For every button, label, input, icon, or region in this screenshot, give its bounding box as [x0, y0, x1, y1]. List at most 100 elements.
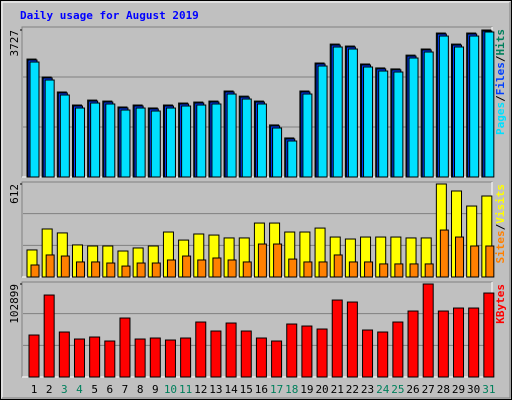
- bar: [331, 299, 343, 378]
- x-tick-label: 24: [376, 383, 390, 396]
- bar: [362, 329, 374, 378]
- bar: [424, 263, 434, 278]
- bar: [377, 331, 389, 378]
- bar: [241, 98, 252, 178]
- x-tick-label: 27: [422, 383, 435, 396]
- bar: [150, 110, 161, 178]
- bar: [121, 265, 131, 278]
- y-tick-label: 102899: [8, 284, 21, 324]
- bar: [180, 337, 192, 378]
- bar: [210, 330, 222, 378]
- x-tick-label: 26: [406, 383, 419, 396]
- bar: [196, 104, 207, 178]
- bar: [272, 127, 283, 178]
- bar: [227, 259, 237, 278]
- bar: [58, 331, 70, 378]
- x-tick-label: 7: [122, 383, 129, 396]
- x-tick-label: 31: [482, 383, 495, 396]
- x-tick-label: 9: [152, 383, 159, 396]
- bar: [120, 109, 131, 178]
- x-tick-label: 10: [164, 383, 177, 396]
- bar: [333, 254, 343, 278]
- bar: [393, 71, 404, 178]
- bar: [286, 323, 298, 378]
- bar: [302, 93, 313, 178]
- bar: [106, 262, 116, 278]
- bar: [422, 283, 434, 378]
- bar: [29, 61, 40, 178]
- bar: [166, 259, 176, 278]
- bar: [378, 70, 389, 178]
- bar: [347, 48, 358, 178]
- y-tick-label: 612: [8, 184, 21, 204]
- x-tick-label: 5: [91, 383, 98, 396]
- legend-entry: Files: [494, 62, 507, 95]
- bar: [317, 65, 328, 178]
- x-tick-label: 4: [76, 383, 83, 396]
- bar: [437, 310, 449, 378]
- bar: [256, 103, 267, 178]
- bar: [364, 261, 374, 278]
- x-tick-label: 20: [315, 383, 328, 396]
- bar: [255, 337, 267, 378]
- x-tick-label: 17: [270, 383, 283, 396]
- bar: [271, 340, 283, 378]
- bar: [119, 317, 131, 378]
- legend-separator: /: [494, 223, 507, 230]
- x-tick-label: 1: [31, 383, 38, 396]
- bar: [453, 307, 465, 378]
- bar: [90, 102, 101, 178]
- bar: [468, 307, 480, 378]
- x-tick-label: 21: [331, 383, 344, 396]
- x-tick-label: 22: [346, 383, 359, 396]
- y-tick-label: 3727: [8, 30, 21, 57]
- bar: [44, 79, 55, 178]
- bar: [164, 339, 176, 378]
- chart-title: Daily usage for August 2019: [20, 9, 199, 22]
- bar: [135, 107, 146, 178]
- bar: [73, 338, 85, 378]
- bar: [165, 107, 176, 178]
- legend-entry: Pages: [494, 102, 507, 135]
- bar: [455, 236, 465, 278]
- bar: [28, 334, 40, 378]
- legend-entry: KBytes: [494, 284, 507, 324]
- bar: [104, 340, 116, 378]
- x-tick-label: 25: [391, 383, 404, 396]
- x-tick-label: 6: [106, 383, 113, 396]
- bar: [181, 105, 192, 178]
- x-tick-label: 18: [285, 383, 298, 396]
- bar: [407, 310, 419, 378]
- bar: [483, 292, 495, 378]
- bar: [74, 107, 85, 178]
- x-tick-label: 3: [61, 383, 68, 396]
- bar: [257, 243, 267, 278]
- bar: [469, 35, 480, 178]
- bar: [43, 294, 55, 378]
- bar: [346, 301, 358, 378]
- bar: [485, 245, 495, 278]
- x-tick-label: 28: [437, 383, 450, 396]
- bar: [89, 336, 101, 378]
- bar: [409, 263, 419, 278]
- legend-separator: /: [494, 95, 507, 102]
- bar: [288, 258, 298, 278]
- legend-entry: Visits: [494, 184, 507, 224]
- bar: [195, 321, 207, 378]
- bar: [348, 261, 358, 278]
- x-tick-label: 13: [209, 383, 222, 396]
- bar: [423, 51, 434, 178]
- bar: [303, 261, 313, 278]
- bar: [134, 338, 146, 378]
- x-tick-label: 14: [224, 383, 238, 396]
- x-tick-label: 29: [452, 383, 465, 396]
- bar: [226, 93, 237, 178]
- bar: [225, 322, 237, 378]
- bar: [394, 263, 404, 278]
- bar: [438, 35, 449, 178]
- x-tick-label: 19: [300, 383, 313, 396]
- x-tick-label: 11: [179, 383, 192, 396]
- bar: [45, 254, 55, 278]
